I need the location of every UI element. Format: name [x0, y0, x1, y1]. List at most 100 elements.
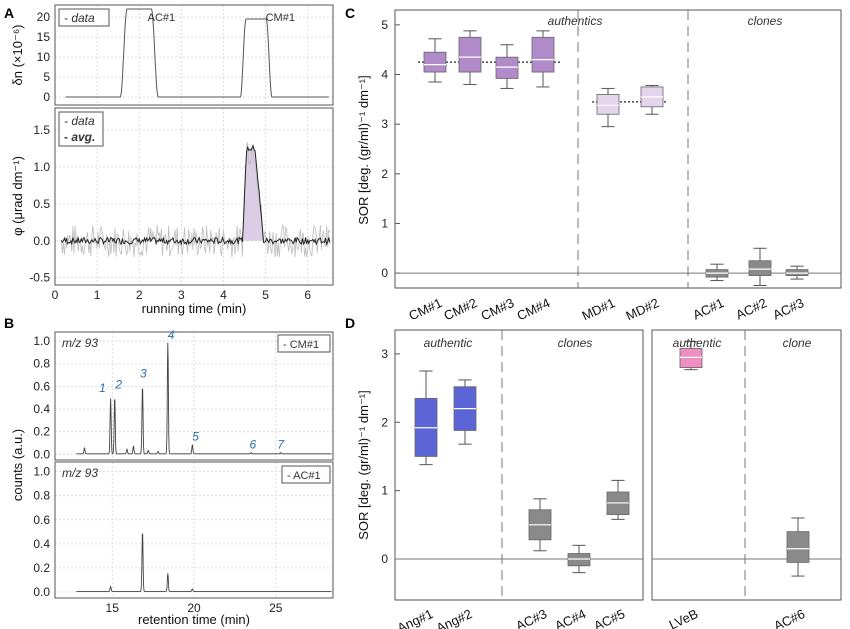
box-cm1	[423, 51, 447, 73]
panel-letter-a: A	[4, 5, 14, 21]
panel-a-top-chart: 0 5 10 15 20 δn (×10⁻⁶) - data AC#1 CM#1	[10, 4, 334, 106]
panel-a-bottom-legend	[58, 111, 104, 147]
panel-b-bottom-grid	[55, 462, 333, 598]
y-tick-label: 0	[43, 90, 50, 104]
box-cm2	[458, 36, 482, 73]
panel-a-bottom-legend-avg: - avg.	[64, 130, 95, 144]
y-tick-label: 0.0	[33, 447, 50, 461]
chromatogram-ac1-trace	[76, 533, 332, 592]
y-tick-label: -0.5	[29, 271, 50, 285]
panel-b-top-mz: m/z 93	[62, 336, 98, 350]
annotation-ac1: AC#1	[148, 12, 176, 24]
y-tick-label: 1.0	[33, 334, 50, 348]
y-tick-label: 0.6	[33, 379, 50, 393]
panel-b-top-frame	[54, 331, 334, 461]
y-tick-label: 20	[37, 10, 51, 24]
y-tick-label: 0.6	[33, 513, 50, 527]
box-cm3	[495, 56, 519, 79]
panel-a-top-ylabel: δn (×10⁻⁶)	[10, 24, 25, 85]
panel-b-xlabel: retention time (min)	[138, 612, 250, 627]
panel-a-bottom-frame	[54, 107, 334, 286]
annotation-cm1: CM#1	[266, 12, 295, 24]
panel-d-right-section-clone: clone	[783, 336, 812, 350]
panel-c-section-clones: clones	[748, 14, 783, 28]
panel-d-right-chart: LVeB AC#6 authentic clone	[651, 329, 842, 629]
y-tick-label: 0.8	[33, 357, 50, 371]
panel-a-top-frame	[54, 4, 334, 106]
panel-b-top-legend-label: - CM#1	[283, 339, 319, 351]
box-ac4	[567, 553, 591, 567]
panel-d-right-frame	[651, 329, 842, 601]
panel-letter-b: B	[4, 315, 14, 331]
x-tick-label: 15	[106, 601, 120, 615]
peak-shaded-area	[242, 148, 264, 241]
panel-d-left-section-authentic: authentic	[424, 336, 473, 350]
box-ac6	[786, 531, 810, 563]
panel-d-left-frame	[394, 329, 644, 601]
panel-a-top-legend	[58, 8, 110, 27]
x-tick-label: 2	[136, 288, 143, 302]
optical-rotation-raw-trace	[60, 142, 331, 258]
y-tick-label: 1.0	[33, 160, 50, 174]
panel-b-top-grid	[55, 332, 333, 460]
y-tick-label: 0.2	[33, 425, 50, 439]
y-tick-label: 0.2	[33, 561, 50, 575]
panel-c-frame	[394, 9, 842, 289]
panel-b-bottom-frame	[54, 461, 334, 599]
panel-a-bottom-legend-data: - data	[64, 114, 95, 128]
peak-label: 3	[140, 366, 147, 380]
panel-d-left-boxes	[414, 370, 630, 574]
y-tick-label: 1.5	[33, 123, 50, 137]
x-tick-label: 6	[304, 288, 311, 302]
panel-a-bottom-ylabel: φ (μrad dm⁻¹)	[10, 156, 25, 236]
peak-label: 4	[168, 328, 175, 342]
box-ac2	[748, 260, 772, 276]
y-tick-label: 3	[381, 347, 388, 361]
panel-b-top-peak-labels: 1 2 3 4 5 6 7	[99, 328, 285, 452]
panel-d-ylabel: SOR [deg. (gr/ml)⁻¹ dm⁻¹]	[356, 390, 371, 540]
x-tick-label: 1	[94, 288, 101, 302]
x-tick-label: 20	[187, 601, 201, 615]
panel-a-bottom-xticks: 0 1 2 3 4 5 6	[52, 288, 312, 302]
panel-b-top-yticks: 0.0 0.2 0.4 0.6 0.8 1.0	[33, 334, 50, 461]
panel-b-ylabel: counts (a.u.)	[10, 429, 25, 501]
peak-label: 5	[192, 430, 199, 444]
panel-b-top-chart: 0.0 0.2 0.4 0.6 0.8 1.0 1 2 3 4 5 6 7 m/z 93 - CM#1	[33, 328, 334, 461]
panel-a-top-legend-data: - data	[64, 11, 95, 25]
y-tick-label: 0	[381, 266, 388, 280]
box-cm4	[531, 36, 555, 73]
y-tick-label: 10	[37, 50, 51, 64]
y-tick-label: 1	[381, 484, 388, 498]
y-tick-label: 1.0	[33, 465, 50, 479]
panel-b-bottom-yticks: 0.0 0.2 0.4 0.6 0.8 1.0	[33, 465, 50, 599]
x-tick-label: 5	[262, 288, 269, 302]
panel-a-bottom-xlabel: running time (min)	[142, 301, 247, 316]
panel-b-bottom-chart: 0.00.20.40.60.81.0 15 20 25 counts (a.u.) …	[10, 429, 334, 627]
y-tick-label: 0.4	[33, 537, 50, 551]
panel-b-bottom-legend-label: - AC#1	[287, 470, 321, 482]
optical-rotation-avg-trace	[60, 144, 331, 246]
y-tick-label: 4	[381, 68, 388, 82]
y-tick-label: 0.0	[33, 234, 50, 248]
y-tick-label: 1	[381, 216, 388, 230]
panel-a-bottom-chart: -0.5 0.0 0.5 1.0 1.5 0 1 2 3 4 5 6 φ (μrad dm⁻¹) r…	[10, 107, 334, 316]
peak-label: 6	[250, 438, 257, 452]
panel-letter-c: C	[345, 5, 355, 21]
y-tick-label: 2	[381, 415, 388, 429]
y-tick-label: 0.8	[33, 489, 50, 503]
panel-d-left-section-clones: clones	[558, 336, 593, 350]
panel-c-section-authentics: authentics	[548, 14, 603, 28]
panel-c-ylabel: SOR [deg. (gr/ml)⁻¹ dm⁻¹]	[356, 75, 371, 225]
panel-a-top-yticks: 0 5 10 15 20	[37, 10, 51, 104]
x-tick-label: 0	[52, 288, 59, 302]
y-tick-label: 0.0	[33, 585, 50, 599]
y-tick-label: 0.5	[33, 197, 50, 211]
y-tick-label: 0	[381, 552, 388, 566]
y-tick-label: 15	[37, 30, 51, 44]
panel-d-right-boxes	[679, 341, 810, 577]
panel-d-right-section-authentic: authentic	[673, 336, 722, 350]
peak-label: 7	[277, 438, 285, 452]
box-lveb	[679, 348, 703, 368]
